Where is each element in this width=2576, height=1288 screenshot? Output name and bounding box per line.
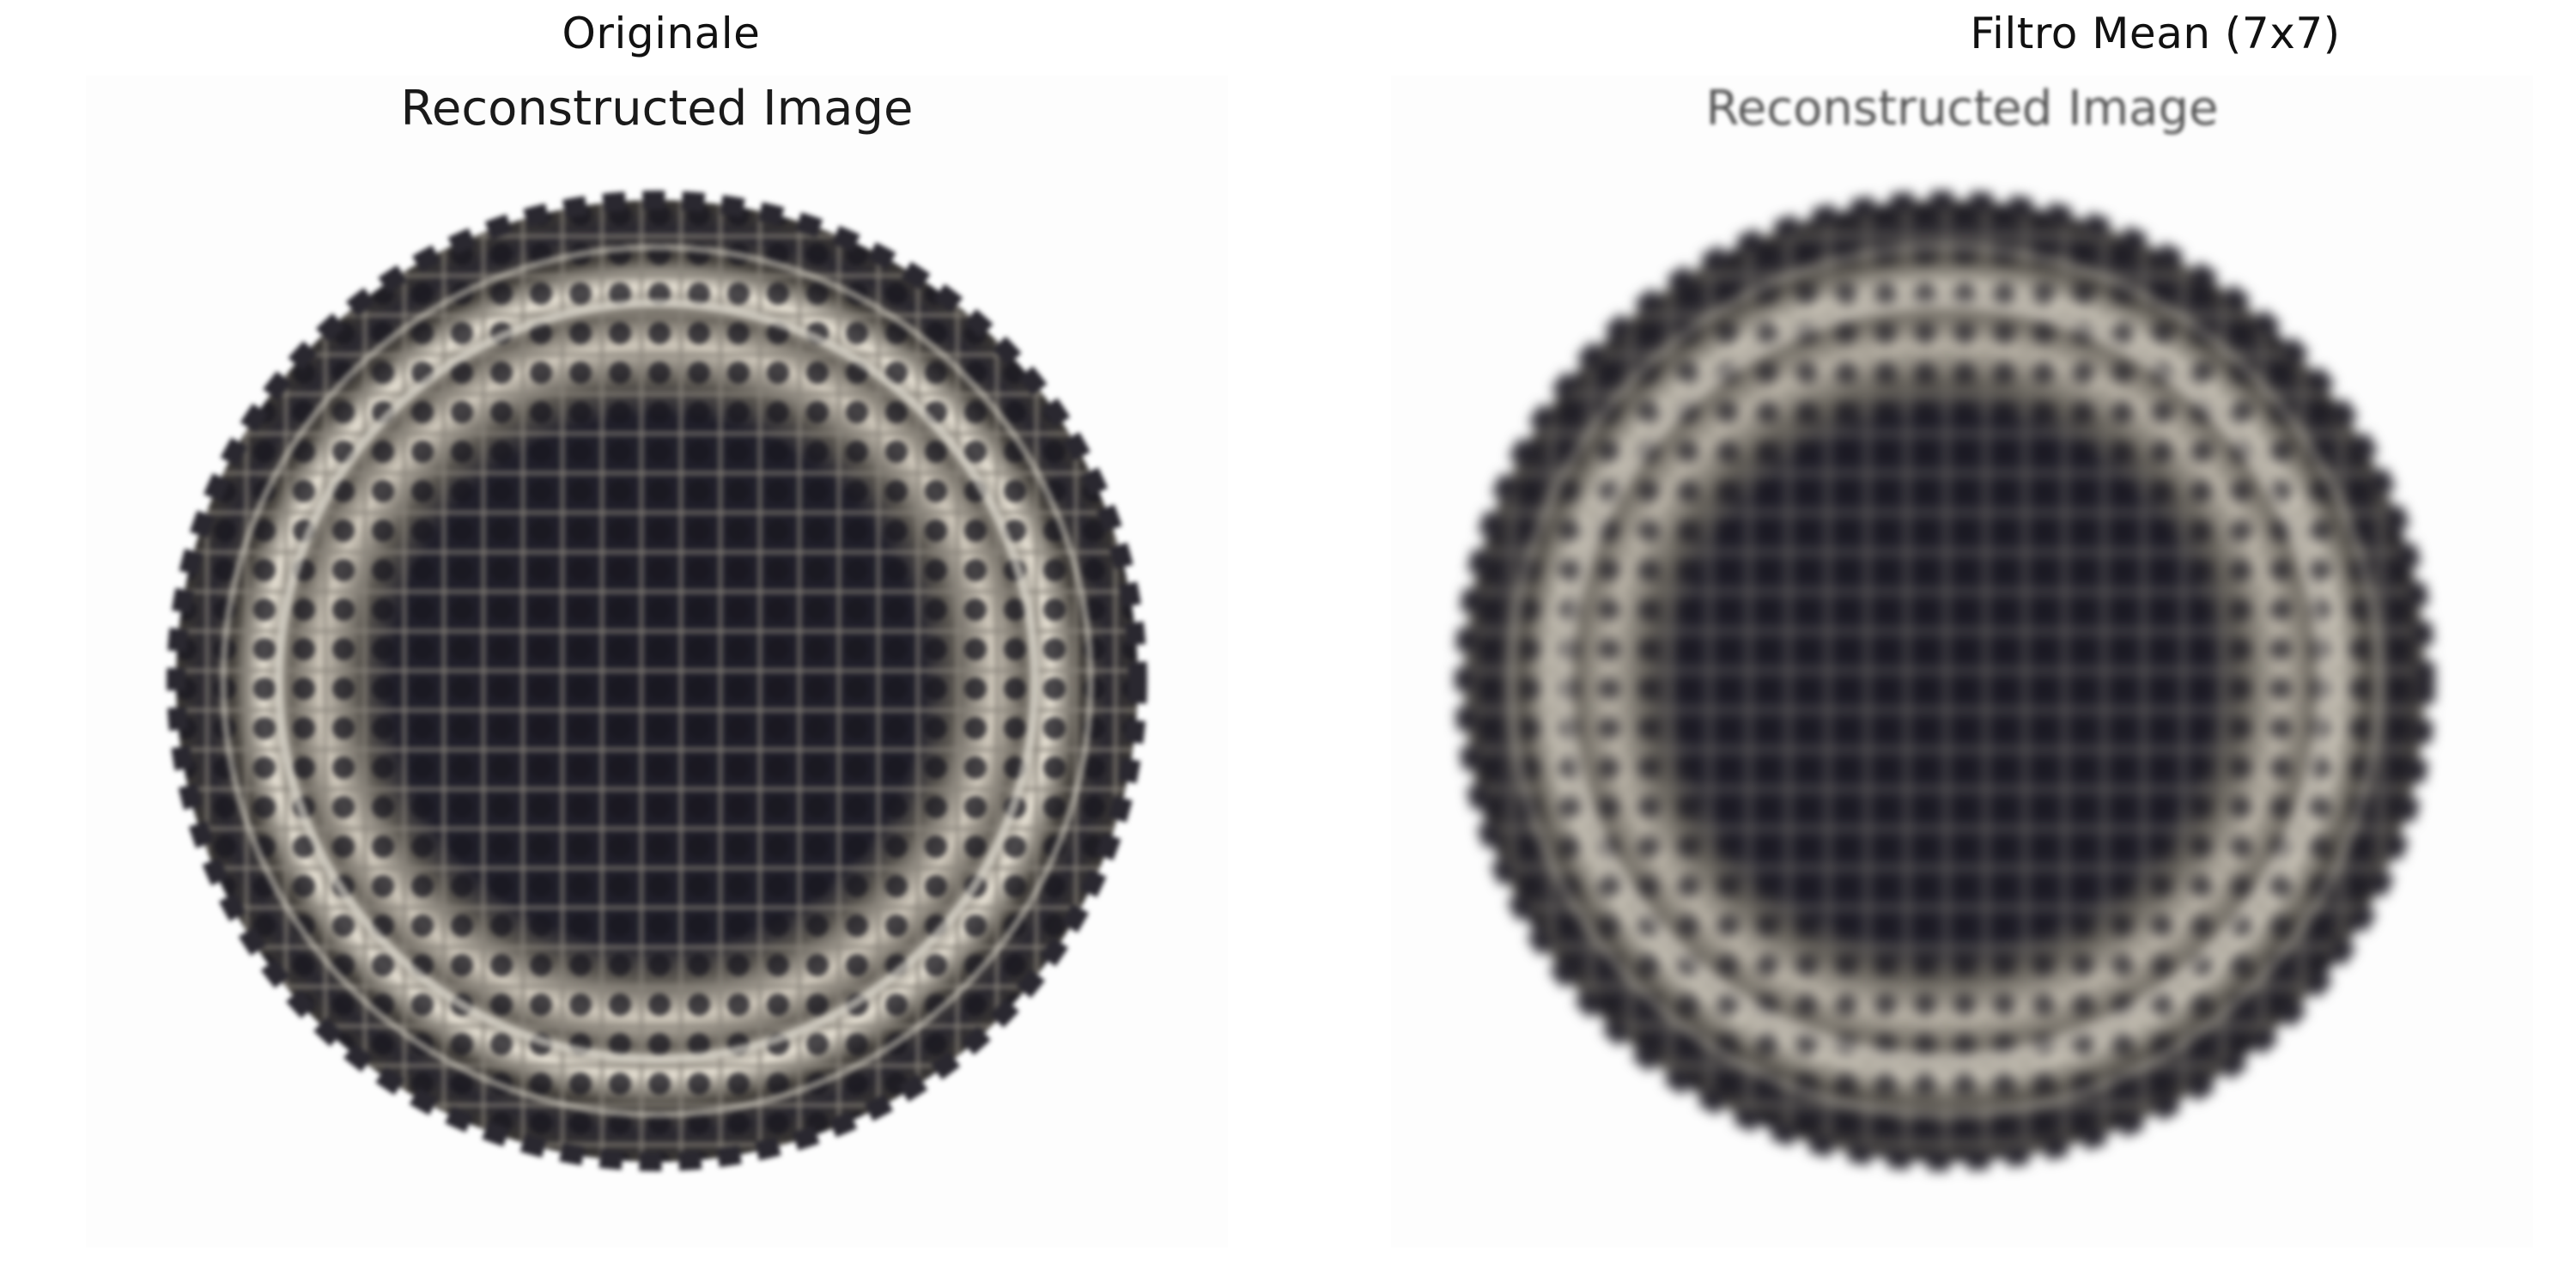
filtered-image-frame: Reconstructed Image bbox=[1391, 76, 2533, 1248]
panel-original: Originale Reconstructed Image bbox=[86, 9, 1228, 1248]
panel-title-mean-filter: Filtro Mean (7x7) bbox=[1970, 9, 2341, 58]
image-caption-filtered: Reconstructed Image bbox=[1705, 81, 2219, 137]
image-caption-original: Reconstructed Image bbox=[400, 81, 914, 137]
original-image-frame: Reconstructed Image bbox=[86, 76, 1228, 1248]
filtered-disc-image bbox=[1455, 191, 2435, 1171]
original-disc-image bbox=[167, 191, 1147, 1171]
panel-title-original: Originale bbox=[562, 9, 761, 58]
panel-mean-filter: Filtro Mean (7x7) Reconstructed Image bbox=[1288, 0, 2576, 1288]
